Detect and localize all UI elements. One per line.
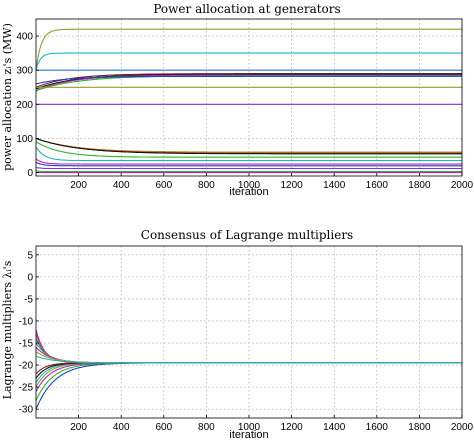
series-line [35,342,462,364]
series-line [35,75,462,85]
series-line [35,161,462,167]
y-tick-label: 200 [16,100,33,111]
series-lines [35,28,462,174]
series-line [35,355,462,364]
x-tick-label: 600 [155,180,172,191]
x-tick-label: 1200 [280,422,303,433]
y-axis-label: power allocation zᵢ's (MW) [1,23,14,171]
chart-title: Power allocation at generators [153,2,340,16]
series-line [35,351,462,364]
grid [36,246,463,418]
x-tick-label: 1600 [366,422,389,433]
x-axis-label: iteration [229,186,268,198]
y-tick-labels: 0 100 200 300 400 [16,32,39,179]
series-line [35,158,462,165]
plot-frame [35,245,463,419]
x-tick-label: 400 [113,180,130,191]
series-line [35,362,462,383]
y-tick-label: -15 [19,339,34,350]
series-line [35,170,462,173]
series-line [35,137,462,154]
y-tick-label: 0 [27,168,33,179]
y-tick-label: 100 [16,134,33,145]
series-line [35,73,462,90]
y-tick-label: 5 [27,250,33,261]
x-tick-labels: 200 400 600 800 1000 1200 1400 1600 1800 2000 [70,415,474,433]
x-tick-labels: 200 400 600 800 1000 1200 1400 1600 1800 2000 [70,173,474,191]
y-tick-label: 400 [16,32,33,43]
series-line [35,52,462,71]
x-tick-label: 1000 [238,422,261,433]
series-line [35,28,462,71]
x-tick-label: 1200 [280,180,303,191]
x-tick-label: 600 [155,422,172,433]
x-tick-label: 400 [113,422,130,433]
y-tick-labels: 5 0 -5 -10 -15 -20 -25 -30 [19,250,39,416]
x-tick-label: 1000 [238,180,261,191]
x-tick-label: 800 [198,180,215,191]
x-tick-label: 2000 [451,180,474,191]
x-tick-label: 2000 [451,422,474,433]
y-tick-label: -25 [19,383,34,394]
x-tick-label: 1400 [323,422,346,433]
plot-frame [35,18,463,177]
x-tick-label: 1800 [408,180,431,191]
series-lines [35,329,462,410]
x-tick-label: 200 [70,180,87,191]
y-tick-label: 0 [27,272,33,283]
series-line [35,137,462,155]
x-tick-label: 200 [70,422,87,433]
y-tick-label: 300 [16,66,33,77]
power-allocation-chart: Power allocation at generators power all… [1,2,474,198]
series-line [35,166,462,170]
x-tick-label: 800 [198,422,215,433]
y-axis-label: Lagrange multipliers λᵢ's [1,260,14,399]
y-tick-label: -20 [19,361,34,372]
y-tick-label: -10 [19,316,34,327]
x-tick-label: 1600 [366,180,389,191]
chart-title: Consensus of Lagrange multipliers [141,228,353,242]
y-tick-label: -5 [24,294,33,305]
x-tick-label: 1800 [408,422,431,433]
series-line [35,73,462,88]
series-line [35,141,462,158]
series-line [35,146,462,162]
x-axis-label: iteration [229,429,268,440]
x-tick-label: 1400 [323,180,346,191]
y-tick-label: -30 [19,405,34,416]
lagrange-multipliers-chart: Consensus of Lagrange multipliers Lagran… [1,228,474,440]
